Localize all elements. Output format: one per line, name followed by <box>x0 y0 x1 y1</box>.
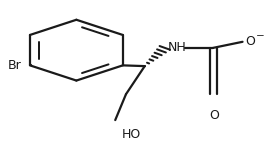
Text: Br: Br <box>8 59 22 72</box>
Text: −: − <box>256 31 265 41</box>
Text: HO: HO <box>122 128 141 141</box>
Text: NH: NH <box>168 41 186 54</box>
Text: O: O <box>210 109 219 122</box>
Text: O: O <box>245 35 255 48</box>
